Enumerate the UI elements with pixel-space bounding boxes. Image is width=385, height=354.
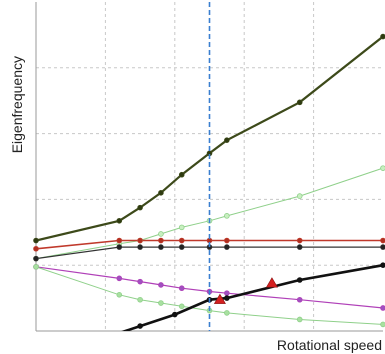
- series-7-point: [137, 323, 143, 329]
- series-7-point: [224, 295, 230, 301]
- series-3-point: [380, 237, 385, 244]
- series-5-point: [158, 282, 164, 288]
- series-4-point: [296, 244, 303, 250]
- series-6-point: [33, 264, 39, 270]
- series-4-point: [178, 244, 185, 250]
- series-2-point: [178, 224, 185, 231]
- series-5-point: [380, 305, 385, 311]
- series-1-point: [116, 217, 123, 224]
- marker-group: [33, 33, 385, 329]
- series-5-point: [137, 278, 143, 285]
- series-6-point: [380, 321, 385, 328]
- series-1-point: [380, 33, 385, 40]
- series-7-point: [380, 262, 385, 268]
- series-5-point: [224, 290, 230, 296]
- series-3-point: [33, 245, 39, 252]
- intersection-triangle-1: [213, 293, 226, 304]
- series-7-point: [296, 277, 303, 283]
- series-1-point: [33, 237, 39, 244]
- highlight-group: [208, 2, 278, 331]
- series-6-point: [178, 303, 185, 310]
- series-2-point: [296, 193, 303, 199]
- series-4-point: [116, 244, 123, 250]
- series-2-point: [224, 213, 230, 219]
- series-1-point: [178, 171, 185, 178]
- series-3-point: [224, 237, 230, 244]
- intersection-triangle-2: [265, 277, 278, 288]
- series-1-point: [224, 137, 230, 143]
- series-line-7: [121, 263, 383, 331]
- series-4-point: [33, 255, 39, 262]
- series-4-point: [137, 244, 143, 250]
- grid: [36, 2, 383, 331]
- series-6-point: [158, 300, 164, 306]
- series-7-point: [172, 311, 178, 318]
- series-4-point: [158, 244, 164, 250]
- series-6-point: [296, 316, 303, 323]
- x-axis-label: Rotational speed: [277, 337, 382, 353]
- series-3-point: [178, 237, 185, 244]
- y-axis-label: Eigenfrequency: [9, 56, 25, 153]
- series-6-point: [137, 296, 143, 303]
- series-1-point: [296, 99, 303, 106]
- series-6-point: [116, 292, 123, 298]
- series-4-point: [224, 244, 230, 250]
- series-3-point: [116, 237, 123, 244]
- series-5-point: [296, 296, 303, 303]
- series-6-point: [224, 310, 230, 316]
- series-5-point: [178, 285, 185, 292]
- series-3-point: [296, 237, 303, 244]
- series-4-point: [380, 244, 385, 250]
- series-3-point: [137, 237, 143, 244]
- series-5-point: [116, 275, 123, 282]
- series-2-point: [380, 165, 385, 171]
- series-3-point: [158, 237, 164, 244]
- series-1-point: [158, 190, 164, 196]
- series-1-point: [137, 204, 143, 211]
- series-2-point: [158, 231, 164, 237]
